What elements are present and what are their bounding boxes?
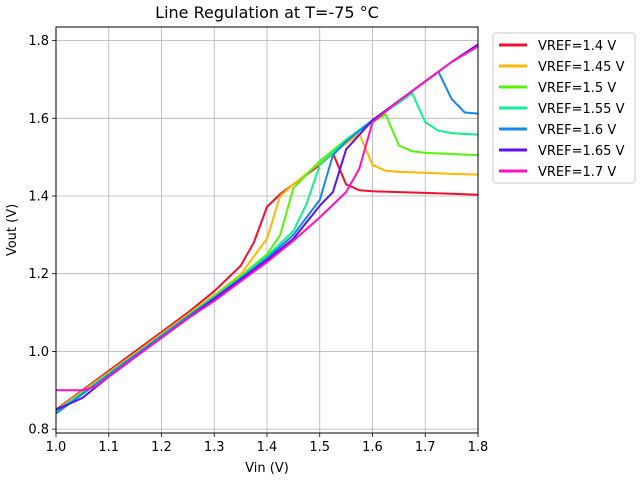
x-axis-label: Vin (V) — [245, 461, 289, 476]
y-tick-label: 1.0 — [28, 345, 49, 360]
y-axis-label: Vout (V) — [5, 204, 20, 256]
legend-label: VREF=1.55 V — [538, 102, 625, 117]
x-tick-label: 1.8 — [468, 440, 489, 455]
y-tick-label: 1.6 — [28, 112, 49, 127]
legend-label: VREF=1.4 V — [538, 39, 616, 54]
legend-frame — [492, 32, 636, 184]
y-axis-ticks: 0.8 1.0 1.2 1.4 1.6 1.8 — [28, 34, 56, 438]
x-tick-label: 1.2 — [151, 440, 172, 455]
legend-label: VREF=1.45 V — [538, 60, 625, 75]
x-tick-label: 1.4 — [257, 440, 278, 455]
y-tick-label: 1.2 — [28, 267, 49, 282]
legend-label: VREF=1.5 V — [538, 81, 616, 96]
legend-label: VREF=1.7 V — [538, 165, 616, 180]
x-tick-label: 1.0 — [46, 440, 67, 455]
y-tick-label: 1.4 — [28, 190, 49, 205]
x-axis-ticks: 1.0 1.1 1.2 1.3 1.4 1.5 1.6 1.7 1.8 — [46, 433, 489, 455]
x-tick-label: 1.5 — [309, 440, 330, 455]
legend-label: VREF=1.65 V — [538, 144, 625, 159]
series-line — [56, 45, 479, 392]
x-tick-label: 1.3 — [204, 440, 225, 455]
x-tick-label: 1.7 — [415, 440, 436, 455]
y-tick-label: 1.8 — [28, 34, 49, 49]
legend-label: VREF=1.6 V — [538, 123, 616, 138]
y-tick-label: 0.8 — [28, 423, 49, 438]
x-tick-label: 1.6 — [362, 440, 383, 455]
chart-title: Line Regulation at T=-75 °C — [155, 3, 379, 22]
series-layer — [55, 43, 479, 415]
series-line — [55, 152, 479, 411]
legend: VREF=1.4 V VREF=1.45 V VREF=1.5 V VREF=1.55… — [492, 32, 636, 184]
x-tick-label: 1.1 — [98, 440, 119, 455]
